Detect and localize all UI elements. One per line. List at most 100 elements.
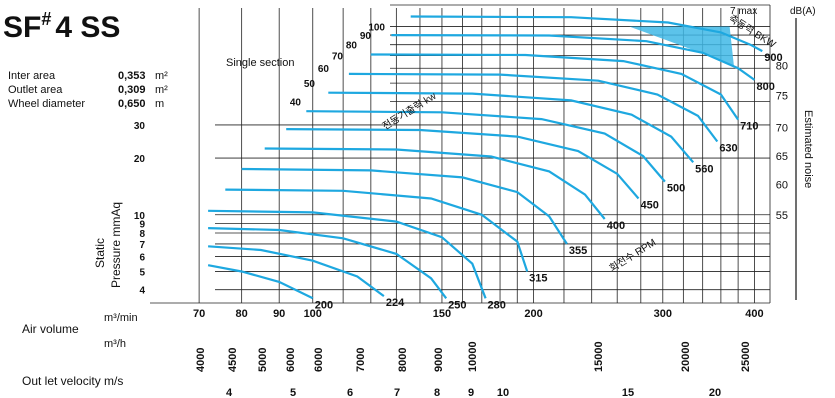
velocity-tick-label: 8 <box>434 387 440 398</box>
velocity-tick-label: 9 <box>468 387 474 398</box>
model-title: SF# 4 SS <box>3 9 120 44</box>
y-axis-label-2: Pressure mmAq <box>109 202 123 288</box>
y-tick-upper-label: 40 <box>290 97 302 108</box>
noise-tick-label: 80 <box>776 61 788 73</box>
rpm-curve-224 <box>208 245 385 297</box>
rpm-curve-250 <box>208 227 448 299</box>
noise-tick-label: 65 <box>776 151 788 163</box>
rpm-label-900: 900 <box>764 52 782 64</box>
x-tick-m3h: 7000 <box>355 348 367 372</box>
velocity-label: Out let velocity m/s <box>22 374 123 388</box>
rpm-label-500: 500 <box>667 183 685 195</box>
velocity-tick-label: 6 <box>347 387 353 398</box>
rpm-curve-560 <box>328 91 695 164</box>
rpm-curve-355 <box>241 167 568 245</box>
x-tick-m3h: 20000 <box>680 341 692 372</box>
noise-axis-label: Estimated noise <box>802 110 814 188</box>
rpm-label-630: 630 <box>719 142 737 154</box>
rpm-label-250: 250 <box>448 299 466 311</box>
x-tick-m3min: 300 <box>654 308 672 320</box>
spec-value-wheel: 0,650 <box>118 98 146 110</box>
x-tick-m3h: 5000 <box>257 348 269 372</box>
x-tick-m3min: 90 <box>273 308 285 320</box>
unit-m3h: m³/h <box>104 338 126 350</box>
y-axis-label-1: Static <box>93 238 107 268</box>
rpm-axis-label: 회전수 RPM <box>607 236 658 274</box>
rpm-label-355: 355 <box>569 245 587 257</box>
rpm-curve-800 <box>391 34 756 81</box>
rpm-label-224: 224 <box>386 297 405 309</box>
spec-unit-outlet: m² <box>155 84 168 96</box>
rpm-label-450: 450 <box>641 200 659 212</box>
y-tick-label: 4 <box>139 286 145 297</box>
y-tick-upper-label: 60 <box>318 64 330 75</box>
rpm-curve-900 <box>410 15 763 53</box>
rpm-label-400: 400 <box>607 220 625 232</box>
velocity-tick-label: 7 <box>394 387 400 398</box>
y-tick-label: 7 <box>139 240 145 251</box>
section-label: Single section <box>226 57 295 69</box>
rpm-curves <box>207 15 763 300</box>
spec-label-outlet: Outlet area <box>8 84 63 96</box>
max-region-shade <box>629 26 734 66</box>
x-tick-m3min: 200 <box>524 308 542 320</box>
rpm-label-560: 560 <box>695 163 713 175</box>
x-tick-m3min: 80 <box>236 308 248 320</box>
y-tick-label: 30 <box>134 121 146 132</box>
y-tick-upper-label: 100 <box>368 22 385 33</box>
x-tick-m3h: 15000 <box>593 341 605 372</box>
rpm-label-710: 710 <box>740 121 758 133</box>
noise-tick-label: 60 <box>776 179 788 191</box>
max-label: 7 max <box>730 6 757 17</box>
rpm-label-315: 315 <box>529 272 547 284</box>
noise-tick-label: 55 <box>776 210 788 222</box>
x-tick-m3h: 25000 <box>740 341 752 372</box>
y-tick-label: 8 <box>139 229 145 240</box>
spec-label-wheel: Wheel diameter <box>8 98 85 110</box>
velocity-tick-label: 20 <box>709 387 721 398</box>
x-tick-m3h: 6000 <box>313 348 325 372</box>
rpm-curve-450 <box>286 128 640 200</box>
y-tick-upper-label: 50 <box>304 79 316 90</box>
rpm-curve-200 <box>207 264 314 300</box>
x-tick-m3h: 4000 <box>195 348 207 372</box>
spec-label-inter: Inter area <box>8 70 56 82</box>
x-tick-m3h: 9000 <box>433 348 445 372</box>
velocity-tick-label: 4 <box>226 387 233 398</box>
noise-tick-label: 70 <box>776 123 788 135</box>
y-tick-label: 9 <box>139 219 145 230</box>
y-tick-label: 6 <box>139 253 145 264</box>
shade-layer <box>629 26 734 66</box>
unit-m3min: m³/min <box>104 312 138 324</box>
velocity-tick-label: 10 <box>497 387 509 398</box>
specs-block: Inter area 0,353 m² Outlet area 0,309 m²… <box>8 70 168 110</box>
rpm-curve-710 <box>370 53 740 121</box>
x-tick-m3min: 70 <box>193 308 205 320</box>
y-tick-label: 20 <box>134 154 146 165</box>
x-tick-m3h: 10000 <box>467 341 479 372</box>
y-tick-label: 10 <box>134 211 146 222</box>
rpm-curve-315 <box>225 188 529 272</box>
y-tick-upper-label: 90 <box>360 31 372 42</box>
x-tick-m3h: 8000 <box>397 348 409 372</box>
x-tick-m3min: 400 <box>745 308 763 320</box>
rpm-label-800: 800 <box>756 81 774 93</box>
x-tick-m3min: 100 <box>304 308 322 320</box>
rpm-curve-630 <box>348 72 719 143</box>
noise-tick-label: 75 <box>776 90 788 102</box>
spec-unit-wheel: m <box>155 98 164 110</box>
x-tick-m3h: 4500 <box>227 348 239 372</box>
x-axis-label: Air volume <box>22 322 79 336</box>
velocity-tick-label: 15 <box>622 387 634 398</box>
x-tick-m3h: 6000 <box>285 348 297 372</box>
rpm-label-280: 280 <box>488 299 506 311</box>
noise-unit: dB(A) <box>790 6 816 17</box>
x-tick-m3min: 150 <box>433 308 451 320</box>
velocity-tick-label: 5 <box>290 387 296 398</box>
rpm-label-200: 200 <box>315 299 333 311</box>
spec-value-inter: 0,353 <box>118 70 146 82</box>
rpm-curve-500 <box>306 110 666 183</box>
y-tick-upper-label: 80 <box>346 41 358 52</box>
spec-unit-inter: m² <box>155 70 168 82</box>
